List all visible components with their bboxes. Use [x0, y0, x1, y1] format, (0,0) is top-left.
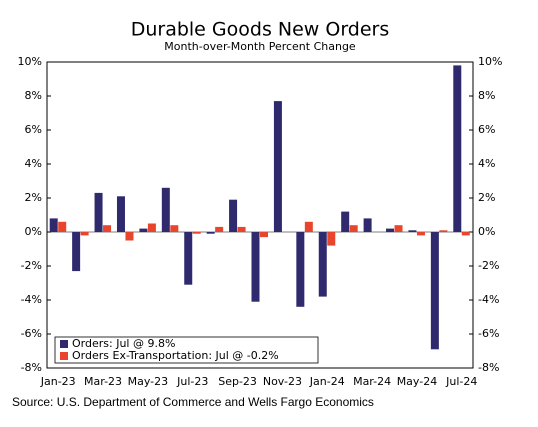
legend-label: Orders Ex-Transportation: Jul @ -0.2% [72, 349, 279, 362]
y-tick-label: 6% [25, 123, 42, 136]
y-tick-label: 10% [18, 55, 42, 68]
bar [58, 221, 67, 232]
y2-tick-label: 2% [478, 191, 495, 204]
bar [170, 225, 179, 232]
bar [206, 232, 215, 234]
bar [260, 232, 268, 238]
bar [296, 232, 305, 307]
y2-tick-label: -4% [478, 293, 499, 306]
x-tick-label: Jul-24 [445, 375, 477, 388]
y-tick-label: 0% [25, 225, 42, 238]
y2-tick-label: 0% [478, 225, 495, 238]
y-tick-label: 2% [25, 191, 42, 204]
y-tick-label: -8% [21, 361, 42, 374]
bar [430, 232, 439, 350]
bar [237, 226, 246, 232]
bar [341, 211, 350, 232]
bar [349, 225, 358, 232]
y-tick-label: -4% [21, 293, 42, 306]
bar [116, 196, 125, 232]
bar [94, 192, 103, 232]
x-tick-label: Nov-23 [263, 375, 302, 388]
bar [215, 226, 224, 232]
bar [103, 225, 112, 232]
bar [72, 232, 81, 272]
bar [251, 232, 260, 302]
bar [363, 218, 372, 232]
bar [318, 232, 327, 297]
chart-subtitle: Month-over-Month Percent Change [164, 40, 356, 53]
legend-swatch [60, 340, 68, 348]
x-tick-label: Mar-24 [353, 375, 391, 388]
bar [80, 232, 89, 236]
y-tick-label: 4% [25, 157, 42, 170]
y-tick-label: 8% [25, 89, 42, 102]
legend-box [54, 336, 319, 364]
y2-tick-label: 6% [478, 123, 495, 136]
x-tick-label: Jan-24 [309, 375, 345, 388]
source: Source: U.S. Department of Commerce and … [12, 395, 374, 409]
bar [147, 223, 156, 232]
bar [453, 65, 462, 233]
bar [327, 232, 336, 246]
bar [439, 230, 448, 232]
y-tick-label: -6% [21, 327, 42, 340]
bar [125, 232, 134, 241]
y-tick-label: -2% [21, 259, 42, 272]
chart-title: Durable Goods New Orders [131, 19, 390, 41]
legend-swatch [60, 352, 68, 360]
y2-tick-label: -8% [478, 361, 499, 374]
bar [386, 228, 395, 232]
y2-tick-label: -6% [478, 327, 499, 340]
bar [416, 232, 425, 236]
bar [139, 228, 148, 232]
bar [408, 230, 417, 232]
bar [161, 187, 170, 232]
x-tick-label: Jul-23 [176, 375, 208, 388]
x-tick-label: May-24 [397, 375, 438, 388]
y2-tick-label: 8% [478, 89, 495, 102]
bar [192, 232, 201, 234]
bar [229, 199, 238, 232]
legend-label: Orders: Jul @ 9.8% [72, 337, 175, 350]
x-tick-label: May-23 [128, 375, 169, 388]
x-tick-label: Sep-23 [218, 375, 257, 388]
y2-tick-label: 10% [478, 55, 502, 68]
x-tick-label: Jan-23 [40, 375, 76, 388]
bar [394, 225, 403, 232]
bar [273, 101, 282, 232]
y2-tick-label: 4% [478, 157, 495, 170]
x-tick-label: Mar-23 [84, 375, 122, 388]
bar [304, 221, 313, 232]
y2-tick-label: -2% [478, 259, 499, 272]
bar [49, 218, 58, 232]
bar [461, 232, 470, 236]
plot-area [46, 61, 474, 369]
bar [184, 232, 193, 285]
